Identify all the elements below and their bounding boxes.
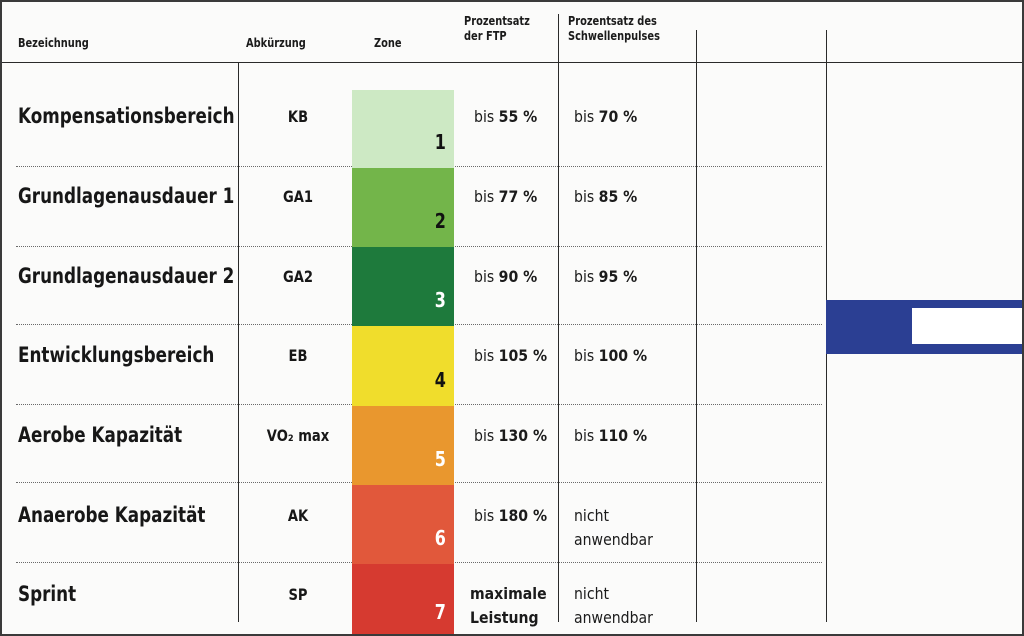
header-zone: Zone	[374, 36, 402, 50]
hr-value: 70 %	[598, 107, 638, 126]
row-name: Anaerobe Kapazität	[18, 503, 206, 527]
ftp-cell: bis 130 %	[474, 426, 547, 445]
hr-cell: bis 110 %	[574, 426, 647, 445]
header-ftp: Prozentsatz der FTP	[464, 14, 530, 44]
ftp-cell: bis 180 %	[474, 506, 547, 525]
zone-bar-5: 5	[352, 406, 454, 485]
hr-text-line1: nicht	[574, 506, 610, 525]
header-abbr: Abkürzung	[246, 36, 306, 50]
row-abbr: GA2	[282, 267, 314, 286]
hr-value: 100 %	[598, 346, 648, 365]
ftp-prefix: bis	[474, 426, 499, 445]
hr-cell: nicht anwendbar	[574, 504, 653, 552]
blue-marker-inner	[912, 308, 1022, 344]
ftp-cell: bis 77 %	[474, 187, 537, 206]
ftp-text-line1: maximale	[470, 584, 547, 603]
ftp-prefix: bis	[474, 346, 499, 365]
header-name: Bezeichnung	[18, 36, 89, 50]
zone-number: 7	[434, 600, 446, 624]
hr-cell: nicht anwendbar	[574, 582, 653, 630]
ftp-value: 90 %	[498, 267, 538, 286]
ftp-prefix: bis	[474, 107, 499, 126]
row-name: Entwicklungsbereich	[18, 343, 215, 367]
hr-value: 95 %	[598, 267, 638, 286]
ftp-cell: maximale Leistung	[470, 582, 547, 630]
row-name: Aerobe Kapazität	[18, 423, 183, 447]
column-divider-1	[238, 62, 239, 622]
hr-text-line1: nicht	[574, 584, 610, 603]
hr-cell: bis 85 %	[574, 187, 637, 206]
zone-number: 6	[434, 526, 446, 550]
hr-prefix: bis	[574, 267, 599, 286]
hr-text-line2: anwendbar	[574, 608, 653, 627]
header-ftp-line1: Prozentsatz	[464, 14, 530, 28]
zone-number: 5	[434, 447, 446, 471]
column-divider-3	[696, 30, 697, 622]
row-name: Kompensationsbereich	[18, 104, 235, 128]
zone-bar-6: 6	[352, 485, 454, 564]
hr-prefix: bis	[574, 426, 599, 445]
hr-value: 85 %	[598, 187, 638, 206]
blue-marker-block	[826, 300, 1022, 354]
ftp-value: 105 %	[498, 346, 548, 365]
zone-number: 4	[434, 368, 446, 392]
ftp-prefix: bis	[474, 267, 499, 286]
hr-cell: bis 70 %	[574, 107, 637, 126]
ftp-cell: bis 105 %	[474, 346, 547, 365]
zone-bar-3: 3	[352, 247, 454, 326]
row-abbr: GA1	[282, 187, 314, 206]
header-ftp-line2: der FTP	[464, 29, 507, 43]
zone-bar-2: 2	[352, 168, 454, 247]
row-abbr: SP	[288, 585, 308, 604]
ftp-value: 180 %	[498, 506, 548, 525]
hr-cell: bis 95 %	[574, 267, 637, 286]
ftp-prefix: bis	[474, 506, 499, 525]
row-abbr: VO₂ max	[266, 426, 330, 445]
hr-prefix: bis	[574, 107, 599, 126]
row-name: Grundlagenausdauer 2	[18, 264, 235, 288]
ftp-cell: bis 90 %	[474, 267, 537, 286]
row-name: Grundlagenausdauer 1	[18, 184, 235, 208]
hr-cell: bis 100 %	[574, 346, 647, 365]
zone-bar-7: 7	[352, 564, 454, 634]
ftp-text-line2: Leistung	[470, 608, 539, 627]
ftp-value: 77 %	[498, 187, 538, 206]
header-rule	[2, 62, 1022, 63]
hr-prefix: bis	[574, 187, 599, 206]
hr-value: 110 %	[598, 426, 648, 445]
ftp-value: 55 %	[498, 107, 538, 126]
hr-prefix: bis	[574, 346, 599, 365]
ftp-value: 130 %	[498, 426, 548, 445]
row-abbr: EB	[288, 346, 308, 365]
zone-number: 1	[434, 130, 446, 154]
header-hr-line1: Prozentsatz des	[568, 14, 657, 28]
row-name: Sprint	[18, 582, 77, 606]
row-abbr: AK	[287, 506, 309, 525]
header-hr: Prozentsatz des Schwellenpulses	[568, 14, 660, 44]
zone-bar-1: 1	[352, 90, 454, 168]
zone-bar-4: 4	[352, 326, 454, 406]
hr-text-line2: anwendbar	[574, 530, 653, 549]
ftp-prefix: bis	[474, 187, 499, 206]
ftp-cell: bis 55 %	[474, 107, 537, 126]
zone-number: 2	[434, 209, 446, 233]
row-abbr: KB	[287, 107, 309, 126]
header-hr-line2: Schwellenpulses	[568, 29, 660, 43]
zone-number: 3	[434, 288, 446, 312]
column-divider-2	[558, 14, 559, 622]
